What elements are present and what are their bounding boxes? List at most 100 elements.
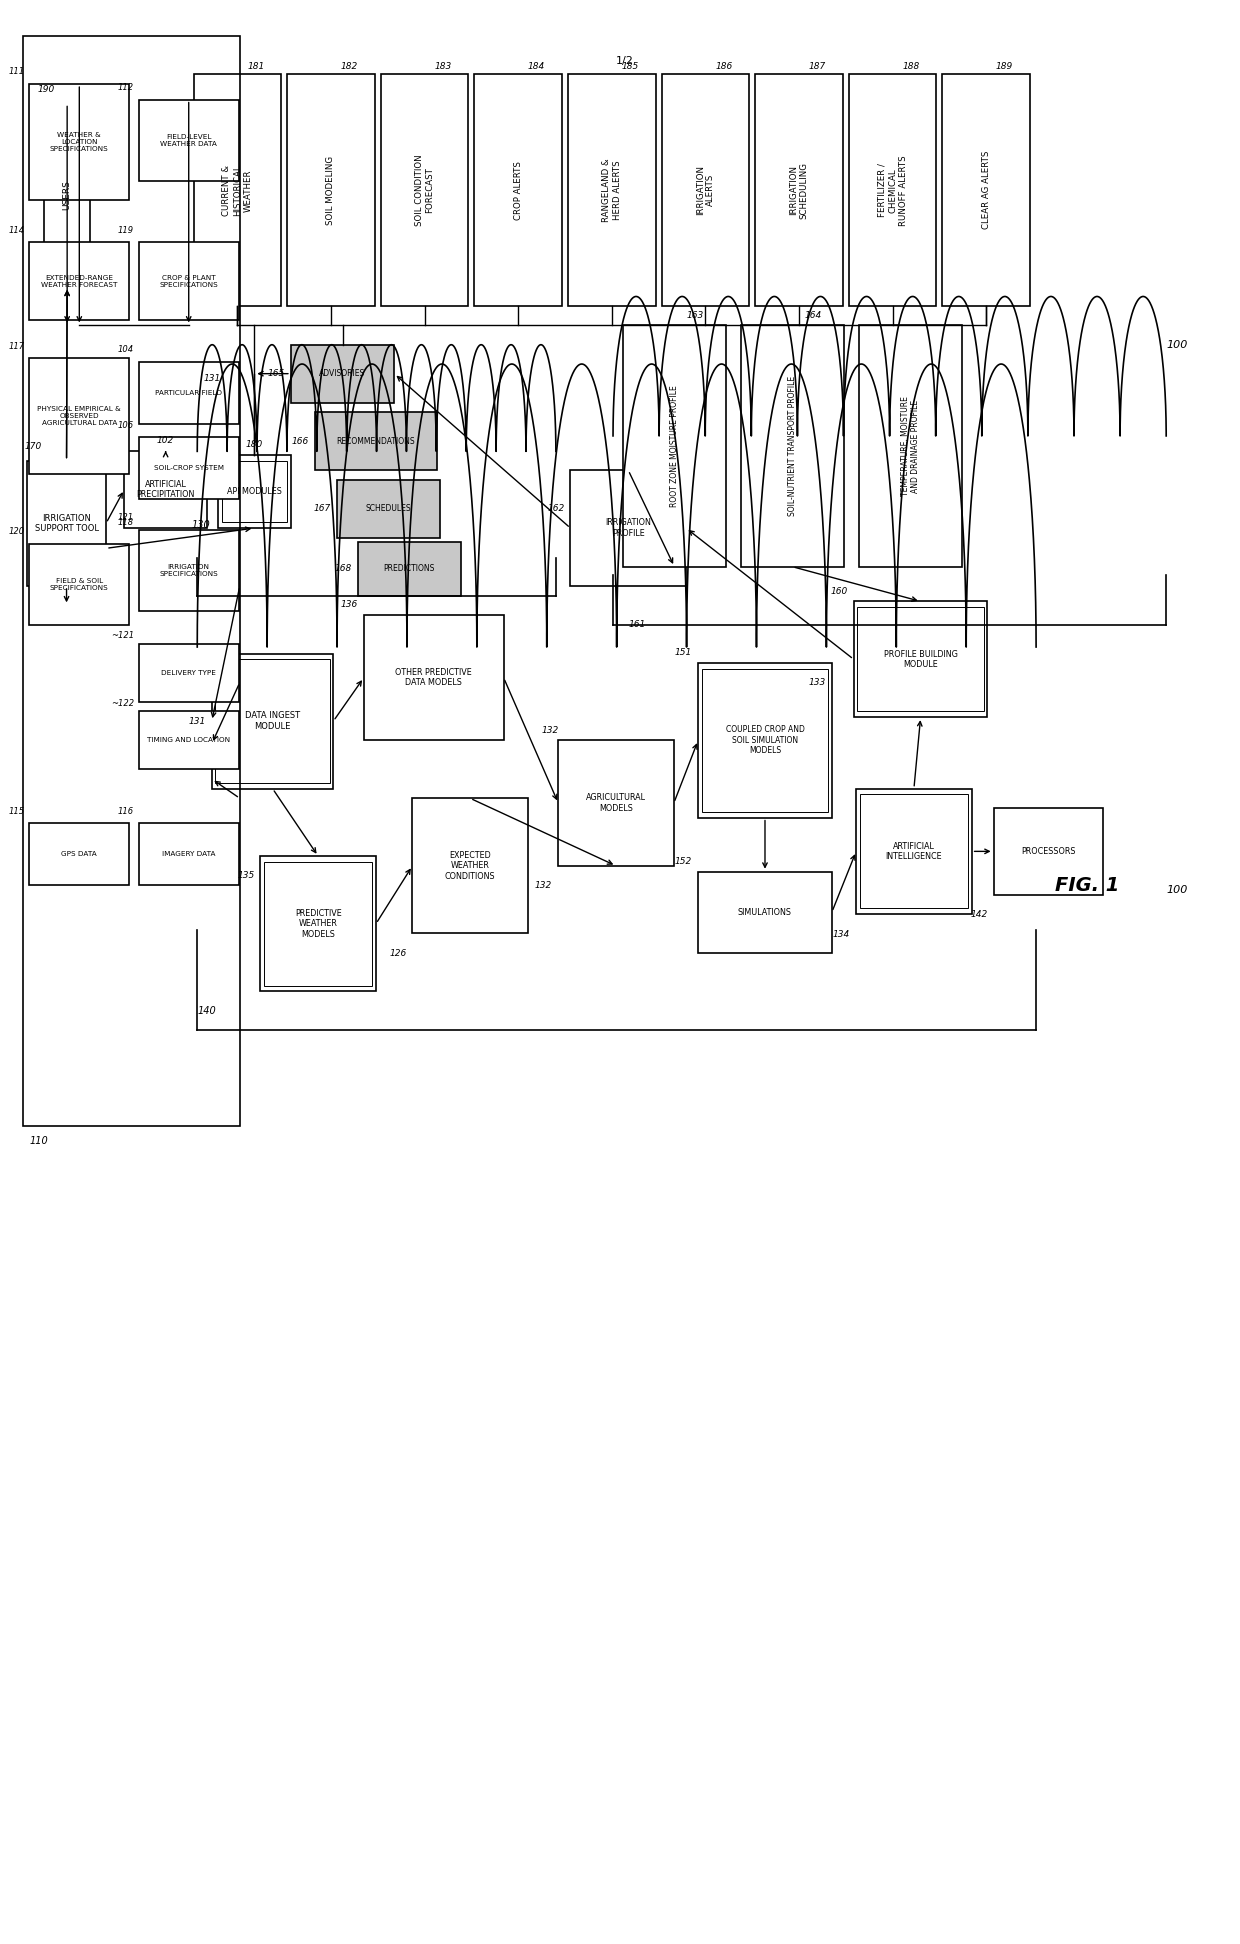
Bar	[858, 325, 962, 568]
Text: 166: 166	[291, 437, 309, 445]
Bar	[222, 461, 288, 523]
Text: 106: 106	[118, 420, 134, 430]
Text: PARTICULAR FIELD: PARTICULAR FIELD	[155, 391, 222, 397]
Text: 136: 136	[341, 601, 357, 608]
Bar	[315, 412, 436, 470]
Bar	[139, 824, 238, 885]
Bar	[45, 103, 91, 288]
Bar	[30, 84, 129, 200]
Bar	[212, 653, 334, 789]
Text: 117: 117	[9, 342, 25, 350]
Bar	[740, 325, 844, 568]
Bar	[24, 35, 239, 1126]
Text: 132: 132	[534, 881, 552, 890]
Bar	[139, 437, 238, 500]
Text: 184: 184	[528, 62, 546, 70]
Text: 142: 142	[970, 910, 987, 920]
Bar	[622, 325, 727, 568]
Text: 126: 126	[389, 949, 407, 958]
Bar	[291, 344, 394, 402]
Bar	[570, 470, 686, 585]
Text: 180: 180	[246, 439, 263, 449]
Text: 130: 130	[191, 521, 210, 531]
Bar	[288, 74, 374, 305]
Bar	[139, 243, 238, 319]
Bar	[139, 362, 238, 424]
Text: 183: 183	[434, 62, 451, 70]
Text: CROP ALERTS: CROP ALERTS	[513, 161, 523, 220]
Bar	[363, 614, 503, 741]
Bar	[698, 663, 832, 818]
Text: 162: 162	[547, 503, 564, 513]
Text: SOIL-CROP SYSTEM: SOIL-CROP SYSTEM	[154, 465, 223, 470]
Text: EXPECTED
WEATHER
CONDITIONS: EXPECTED WEATHER CONDITIONS	[445, 851, 496, 881]
Text: 100: 100	[1166, 340, 1188, 350]
Bar	[30, 358, 129, 474]
Text: DELIVERY TYPE: DELIVERY TYPE	[161, 671, 216, 677]
Text: FERTILIZER /
CHEMICAL
RUNOFF ALERTS: FERTILIZER / CHEMICAL RUNOFF ALERTS	[878, 156, 908, 226]
Bar	[475, 74, 562, 305]
Bar	[30, 824, 129, 885]
Text: 151: 151	[675, 649, 692, 657]
Text: 187: 187	[808, 62, 826, 70]
Text: SIMULATIONS: SIMULATIONS	[738, 908, 792, 918]
Text: RANGELAND &
HERD ALERTS: RANGELAND & HERD ALERTS	[603, 159, 621, 222]
Text: SOIL MODELING: SOIL MODELING	[326, 156, 336, 226]
Text: EXTENDED-RANGE
WEATHER FORECAST: EXTENDED-RANGE WEATHER FORECAST	[41, 274, 118, 288]
Text: 168: 168	[335, 564, 352, 573]
Text: ~122: ~122	[110, 698, 134, 708]
Text: IRRIGATION
SUPPORT TOOL: IRRIGATION SUPPORT TOOL	[35, 513, 98, 533]
Text: PROCESSORS: PROCESSORS	[1021, 848, 1075, 855]
Text: PROFILE BUILDING
MODULE: PROFILE BUILDING MODULE	[884, 649, 957, 669]
Text: SOIL-NUTRIENT TRANSPORT PROFILE: SOIL-NUTRIENT TRANSPORT PROFILE	[787, 375, 797, 515]
Text: IRRIGATION
SCHEDULING: IRRIGATION SCHEDULING	[790, 161, 808, 220]
Bar	[558, 741, 673, 865]
Text: 185: 185	[621, 62, 639, 70]
Text: 102: 102	[157, 435, 175, 445]
Text: 135: 135	[237, 871, 254, 881]
Bar	[216, 659, 330, 783]
Text: CURRENT &
HISTORICAL
WEATHER: CURRENT & HISTORICAL WEATHER	[222, 165, 252, 216]
Text: 104: 104	[118, 346, 134, 354]
Text: 152: 152	[675, 857, 692, 865]
Bar	[139, 99, 238, 181]
Bar	[702, 669, 828, 813]
Text: 134: 134	[833, 929, 851, 939]
Text: 131: 131	[188, 717, 206, 725]
Text: IRRIGATION
SPECIFICATIONS: IRRIGATION SPECIFICATIONS	[160, 564, 218, 577]
Text: USERS: USERS	[63, 181, 72, 210]
Text: COUPLED CROP AND
SOIL SIMULATION
MODELS: COUPLED CROP AND SOIL SIMULATION MODELS	[725, 725, 805, 756]
Text: CLEAR AG ALERTS: CLEAR AG ALERTS	[982, 152, 991, 229]
Bar	[568, 74, 656, 305]
Text: DATA INGEST
MODULE: DATA INGEST MODULE	[246, 712, 300, 731]
Bar	[942, 74, 1030, 305]
Bar	[260, 855, 376, 991]
Text: SCHEDULES: SCHEDULES	[366, 503, 412, 513]
Bar	[30, 544, 129, 624]
Text: 132: 132	[541, 727, 558, 735]
Text: FIELD & SOIL
SPECIFICATIONS: FIELD & SOIL SPECIFICATIONS	[50, 577, 109, 591]
Text: 133: 133	[808, 678, 826, 686]
Text: 1/2: 1/2	[616, 56, 634, 66]
Text: TEMPERATURE, MOISTURE
AND DRAINAGE PROFILE: TEMPERATURE, MOISTURE AND DRAINAGE PROFI…	[900, 397, 920, 496]
Bar	[381, 74, 469, 305]
Text: RECOMMENDATIONS: RECOMMENDATIONS	[336, 437, 415, 445]
Text: 170: 170	[25, 441, 42, 451]
Text: ADVISORIES: ADVISORIES	[320, 369, 366, 379]
Text: 165: 165	[268, 369, 285, 379]
Text: GPS DATA: GPS DATA	[62, 851, 97, 857]
Text: IRRIGATION
ALERTS: IRRIGATION ALERTS	[696, 165, 715, 216]
Text: SOIL CONDITION
FORECAST: SOIL CONDITION FORECAST	[415, 154, 434, 226]
Text: 120: 120	[9, 527, 25, 537]
Text: ROOT ZONE MOISTURE PROFILE: ROOT ZONE MOISTURE PROFILE	[670, 385, 680, 507]
Bar	[859, 795, 968, 908]
Text: ~121: ~121	[110, 632, 134, 640]
Text: 182: 182	[341, 62, 358, 70]
Text: 186: 186	[715, 62, 733, 70]
Bar	[218, 455, 291, 529]
Text: 164: 164	[805, 311, 822, 319]
Text: API MODULES: API MODULES	[227, 486, 281, 496]
Bar	[193, 74, 281, 305]
Bar	[124, 451, 207, 529]
Text: 110: 110	[30, 1135, 48, 1145]
